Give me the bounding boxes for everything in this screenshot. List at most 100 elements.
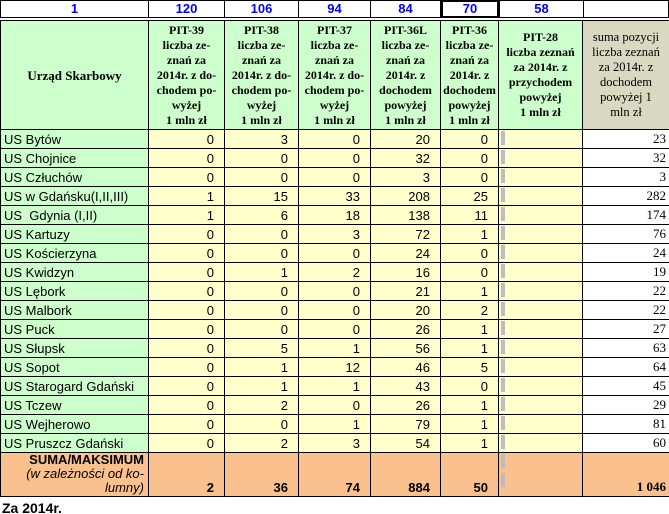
pit39-cell[interactable]: 0 [148, 414, 225, 434]
pit37-cell[interactable]: 0 [298, 395, 371, 415]
pit38-cell[interactable]: 2 [224, 433, 299, 453]
pit37-cell[interactable]: 1 [298, 414, 371, 434]
pit28-cell[interactable] [498, 243, 583, 263]
pit37-cell[interactable]: 1 [298, 338, 371, 358]
office-name-cell[interactable]: US Sopot [0, 357, 149, 377]
office-name-cell[interactable]: US Kościerzyna [0, 243, 149, 263]
pit38-cell[interactable]: 0 [224, 148, 299, 168]
pit39-cell[interactable]: 0 [148, 148, 225, 168]
pit37-cell[interactable]: 0 [298, 148, 371, 168]
pit28-cell[interactable] [498, 262, 583, 282]
pit38-cell[interactable]: 0 [224, 224, 299, 244]
pit28-cell[interactable] [498, 300, 583, 320]
pit28-cell[interactable] [498, 205, 583, 225]
pit36-cell[interactable]: 1 [440, 281, 499, 301]
pit28-cell[interactable] [498, 414, 583, 434]
pit36-cell[interactable]: 1 [440, 414, 499, 434]
column-header-pit37[interactable]: PIT-37 liczba ze- znań za 2014r. z do- c… [298, 20, 371, 130]
pit36l-cell[interactable]: 54 [370, 433, 441, 453]
column-header-pit39[interactable]: PIT-39 liczba ze- znań za 2014r. z do- c… [148, 20, 225, 130]
pit36-cell[interactable]: 1 [440, 433, 499, 453]
count-cell-pit28[interactable]: 58 [499, 0, 584, 18]
pit36l-cell[interactable]: 138 [370, 205, 441, 225]
pit36-cell[interactable]: 1 [440, 224, 499, 244]
suma-cell[interactable]: 32 [582, 148, 669, 168]
summary-suma-cell[interactable]: 1 046 [582, 452, 669, 497]
pit38-cell[interactable]: 2 [224, 395, 299, 415]
count-cell-pit38[interactable]: 106 [224, 0, 299, 18]
suma-cell[interactable]: 60 [582, 433, 669, 453]
pit36l-cell[interactable]: 20 [370, 300, 441, 320]
pit39-cell[interactable]: 0 [148, 129, 225, 149]
column-header-pit36[interactable]: PIT-36 liczba ze- znań za 2014r. z docho… [440, 20, 499, 130]
count-cell-pit36l[interactable]: 84 [370, 0, 441, 18]
pit37-cell[interactable]: 18 [298, 205, 371, 225]
pit36-cell[interactable]: 0 [440, 148, 499, 168]
suma-cell[interactable]: 64 [582, 357, 669, 377]
office-name-cell[interactable]: US Malbork [0, 300, 149, 320]
column-header-pit36l[interactable]: PIT-36L liczba ze- znań za 2014r. z doch… [370, 20, 441, 130]
suma-cell[interactable]: 63 [582, 338, 669, 358]
pit37-cell[interactable]: 12 [298, 357, 371, 377]
pit28-cell[interactable] [498, 129, 583, 149]
office-name-cell[interactable]: US Starogard Gdański [0, 376, 149, 396]
pit37-cell[interactable]: 0 [298, 319, 371, 339]
pit38-cell[interactable]: 3 [224, 129, 299, 149]
suma-cell[interactable]: 174 [582, 205, 669, 225]
summary-pit28-cell[interactable] [498, 452, 583, 497]
pit36l-cell[interactable]: 26 [370, 395, 441, 415]
pit39-cell[interactable]: 0 [148, 262, 225, 282]
summary-pit36-cell[interactable]: 50 [440, 452, 499, 497]
pit36l-cell[interactable]: 43 [370, 376, 441, 396]
pit36-cell[interactable]: 2 [440, 300, 499, 320]
suma-cell[interactable]: 81 [582, 414, 669, 434]
pit39-cell[interactable]: 0 [148, 243, 225, 263]
column-header-office[interactable]: Urząd Skarbowy [0, 20, 149, 130]
office-name-cell[interactable]: US Tczew [0, 395, 149, 415]
pit37-cell[interactable]: 0 [298, 129, 371, 149]
pit36l-cell[interactable]: 3 [370, 167, 441, 187]
count-cell-pit36-selected[interactable]: 70 [441, 0, 499, 18]
office-name-cell[interactable]: US Bytów [0, 129, 149, 149]
pit28-cell[interactable] [498, 319, 583, 339]
suma-cell[interactable]: 76 [582, 224, 669, 244]
pit36-cell[interactable]: 5 [440, 357, 499, 377]
column-header-pit28[interactable]: PIT-28 liczba zeznań za 2014r. z przycho… [498, 20, 583, 130]
pit28-cell[interactable] [498, 338, 583, 358]
pit39-cell[interactable]: 0 [148, 224, 225, 244]
office-name-cell[interactable]: US Lębork [0, 281, 149, 301]
pit36l-cell[interactable]: 16 [370, 262, 441, 282]
pit28-cell[interactable] [498, 224, 583, 244]
pit38-cell[interactable]: 0 [224, 414, 299, 434]
count-cell-col1[interactable]: 1 [0, 0, 149, 18]
pit38-cell[interactable]: 6 [224, 205, 299, 225]
office-name-cell[interactable]: US Puck [0, 319, 149, 339]
office-name-cell[interactable]: US Chojnice [0, 148, 149, 168]
suma-cell[interactable]: 27 [582, 319, 669, 339]
office-name-cell[interactable]: US Kartuzy [0, 224, 149, 244]
pit38-cell[interactable]: 0 [224, 243, 299, 263]
suma-cell[interactable]: 282 [582, 186, 669, 206]
office-name-cell[interactable]: US Człuchów [0, 167, 149, 187]
suma-cell[interactable]: 19 [582, 262, 669, 282]
pit28-cell[interactable] [498, 376, 583, 396]
pit36-cell[interactable]: 0 [440, 376, 499, 396]
column-header-pit38[interactable]: PIT-38 liczba ze- znań za 2014r. z do- c… [224, 20, 299, 130]
pit37-cell[interactable]: 1 [298, 376, 371, 396]
pit28-cell[interactable] [498, 148, 583, 168]
count-cell-pit39[interactable]: 120 [148, 0, 225, 18]
column-header-suma[interactable]: suma pozycji liczba zeznań za 2014r. z d… [582, 20, 669, 130]
pit36l-cell[interactable]: 26 [370, 319, 441, 339]
pit39-cell[interactable]: 0 [148, 300, 225, 320]
pit38-cell[interactable]: 0 [224, 281, 299, 301]
pit36-cell[interactable]: 25 [440, 186, 499, 206]
pit36-cell[interactable]: 1 [440, 338, 499, 358]
suma-cell[interactable]: 29 [582, 395, 669, 415]
pit36-cell[interactable]: 1 [440, 319, 499, 339]
suma-cell[interactable]: 22 [582, 281, 669, 301]
pit36-cell[interactable]: 11 [440, 205, 499, 225]
pit36l-cell[interactable]: 72 [370, 224, 441, 244]
summary-pit37-cell[interactable]: 74 [298, 452, 371, 497]
pit28-cell[interactable] [498, 186, 583, 206]
office-name-cell[interactable]: US Gdynia (I,II) [0, 205, 149, 225]
